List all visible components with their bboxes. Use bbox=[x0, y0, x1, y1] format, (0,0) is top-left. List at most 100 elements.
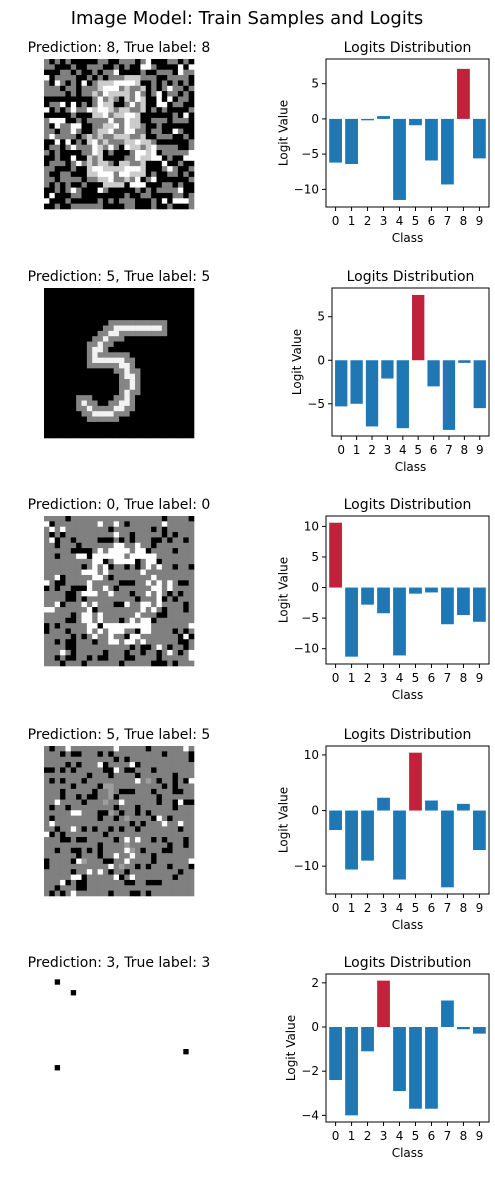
image-pixel bbox=[86, 150, 93, 156]
image-pixel bbox=[54, 1107, 61, 1114]
image-pixel bbox=[151, 1027, 157, 1034]
image-pixel bbox=[151, 617, 157, 624]
image-pixel bbox=[177, 633, 184, 640]
image-pixel bbox=[65, 1097, 72, 1103]
image-pixel bbox=[135, 1043, 141, 1050]
image-pixel bbox=[135, 59, 141, 65]
image-pixel bbox=[145, 346, 152, 353]
image-pixel bbox=[102, 521, 109, 528]
bar-class-1 bbox=[345, 1027, 358, 1116]
image-pixel bbox=[188, 139, 195, 146]
image-pixel bbox=[113, 96, 120, 103]
x-tick-label: 2 bbox=[364, 901, 372, 915]
image-pixel bbox=[81, 612, 88, 619]
image-pixel bbox=[129, 826, 136, 833]
image-pixel bbox=[86, 1006, 93, 1012]
image-pixel bbox=[151, 767, 157, 774]
image-pixel bbox=[113, 427, 120, 433]
image-pixel bbox=[129, 990, 136, 996]
image-pixel bbox=[145, 144, 152, 151]
bar-class-5 bbox=[412, 294, 425, 361]
image-pixel bbox=[86, 995, 93, 1002]
image-pixel bbox=[119, 352, 125, 358]
image-pixel bbox=[86, 117, 93, 124]
image-pixel bbox=[81, 160, 88, 167]
chart-title: Logits Distribution bbox=[344, 955, 472, 971]
image-pixel bbox=[145, 352, 152, 358]
image-pixel bbox=[76, 155, 82, 162]
image-pixel bbox=[102, 984, 109, 991]
image-pixel bbox=[135, 628, 141, 635]
image-pixel bbox=[140, 1070, 147, 1077]
image-pixel bbox=[161, 341, 168, 348]
image-pixel bbox=[156, 293, 163, 300]
image-pixel bbox=[183, 107, 189, 113]
image-pixel bbox=[151, 395, 157, 401]
image-pixel bbox=[76, 607, 82, 613]
image-pixel bbox=[129, 521, 136, 528]
image-pixel bbox=[108, 799, 114, 806]
chart-title: Logits Distribution bbox=[344, 727, 472, 743]
image-pixel bbox=[65, 1000, 72, 1007]
image-pixel bbox=[113, 325, 120, 332]
image-pixel bbox=[183, 64, 189, 71]
image-pixel bbox=[151, 607, 157, 613]
image-pixel bbox=[172, 421, 179, 428]
image-pixel bbox=[119, 1081, 125, 1087]
image-pixel bbox=[135, 979, 141, 986]
image-pixel bbox=[183, 341, 189, 348]
image-pixel bbox=[183, 847, 189, 854]
image-pixel bbox=[161, 389, 168, 396]
image-pixel bbox=[102, 357, 109, 364]
image-pixel bbox=[188, 660, 195, 667]
image-pixel bbox=[97, 1000, 104, 1007]
x-tick-label: 4 bbox=[399, 443, 407, 457]
image-pixel bbox=[135, 984, 141, 991]
image-pixel bbox=[151, 314, 157, 321]
image-pixel bbox=[70, 521, 77, 528]
image-pixel bbox=[161, 804, 168, 811]
bar-class-4 bbox=[396, 360, 409, 429]
image-pixel bbox=[102, 767, 109, 774]
image-pixel bbox=[70, 617, 77, 624]
chart-title: Logits Distribution bbox=[347, 269, 475, 285]
image-pixel bbox=[177, 890, 184, 897]
image-pixel bbox=[97, 542, 104, 549]
image-pixel bbox=[113, 521, 120, 528]
image-pixel bbox=[140, 128, 147, 135]
image-pixel bbox=[140, 1022, 147, 1028]
image-pixel bbox=[102, 1118, 109, 1125]
image-pixel bbox=[177, 783, 184, 790]
image-pixel bbox=[49, 788, 56, 795]
image-pixel bbox=[140, 995, 147, 1002]
image-pixel bbox=[188, 984, 195, 991]
image-pixel bbox=[172, 847, 179, 854]
image-pixel bbox=[119, 601, 125, 608]
image-pixel bbox=[97, 1102, 104, 1109]
image-pixel bbox=[102, 1091, 109, 1098]
x-tick-label: 6 bbox=[428, 901, 436, 915]
image-pixel bbox=[102, 762, 109, 768]
image-pixel bbox=[151, 516, 157, 522]
image-pixel bbox=[65, 1006, 72, 1012]
image-pixel bbox=[108, 117, 114, 124]
image-pixel bbox=[81, 644, 88, 651]
image-pixel bbox=[140, 176, 147, 183]
image-pixel bbox=[167, 432, 173, 439]
image-pixel bbox=[76, 885, 82, 891]
image-pixel bbox=[92, 537, 98, 544]
image-pixel bbox=[44, 171, 50, 178]
image-pixel bbox=[108, 979, 114, 986]
image-pixel bbox=[81, 826, 88, 833]
image-pixel bbox=[177, 767, 184, 774]
image-pixel bbox=[113, 134, 120, 140]
image-pixel bbox=[167, 128, 173, 135]
image-pixel bbox=[108, 198, 114, 204]
image-pixel bbox=[129, 532, 136, 538]
image-pixel bbox=[70, 607, 77, 613]
image-pixel bbox=[183, 612, 189, 619]
image-pixel bbox=[54, 979, 61, 986]
bar-class-4 bbox=[393, 810, 406, 880]
x-tick-label: 0 bbox=[332, 671, 340, 685]
image-pixel bbox=[81, 821, 88, 827]
